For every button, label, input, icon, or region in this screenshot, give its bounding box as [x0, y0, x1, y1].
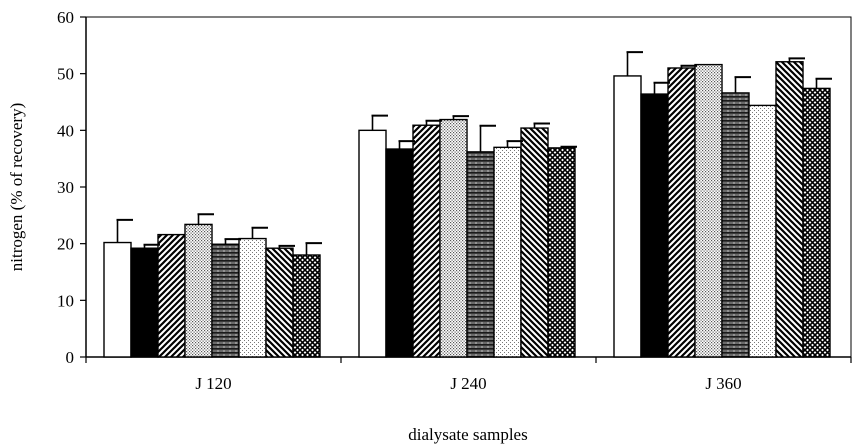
bar-horizontal-j360 — [721, 92, 750, 358]
bar-diagonal-right-j360 — [667, 67, 696, 358]
bar-horizontal-j120 — [211, 243, 240, 358]
bar-group — [103, 61, 831, 358]
x-tick-label: J 360 — [705, 374, 741, 393]
x-tick-label: J 120 — [195, 374, 231, 393]
bar-crosshatch-j360 — [802, 87, 831, 358]
bar-white-j360 — [613, 75, 642, 358]
bar-diagonal-left-j360 — [775, 61, 804, 358]
bar-white-j240 — [358, 129, 387, 358]
bar-white-j120 — [103, 241, 132, 358]
y-tick-label: 50 — [57, 65, 74, 84]
y-tick-label: 10 — [57, 291, 74, 310]
bar-crosshatch-j240 — [547, 147, 576, 358]
y-tick-label: 30 — [57, 178, 74, 197]
bar-fine-dots-j240 — [439, 118, 468, 358]
y-tick-group: 0 10 20 30 40 50 60 — [57, 8, 86, 367]
y-tick-label: 0 — [66, 348, 75, 367]
bar-fine-dots-j360 — [694, 63, 723, 358]
y-axis-title: nitrogen (% of recovery) — [7, 103, 26, 272]
bar-diagonal-right-j120 — [157, 233, 186, 358]
bar-black-j120 — [130, 247, 159, 358]
bar-light-dots-j120 — [238, 237, 267, 358]
x-tick-group: J 120 J 240 J 360 — [85, 357, 852, 393]
bar-fine-dots-j120 — [184, 223, 213, 358]
bar-black-j240 — [385, 148, 414, 358]
bar-diagonal-left-j240 — [520, 127, 549, 358]
bar-diagonal-right-j240 — [412, 124, 441, 358]
bar-diagonal-left-j120 — [265, 247, 294, 358]
bar-horizontal-j240 — [466, 151, 495, 358]
bar-crosshatch-j120 — [292, 254, 321, 358]
bar-black-j360 — [640, 93, 669, 358]
error-bar-group — [116, 51, 832, 255]
bar-light-dots-j360 — [748, 104, 777, 358]
y-tick-label: 20 — [57, 235, 74, 254]
y-tick-label: 60 — [57, 8, 74, 27]
bar-light-dots-j240 — [493, 146, 522, 358]
x-tick-label: J 240 — [450, 374, 486, 393]
x-axis-title: dialysate samples — [408, 425, 527, 444]
y-tick-label: 40 — [57, 121, 74, 140]
